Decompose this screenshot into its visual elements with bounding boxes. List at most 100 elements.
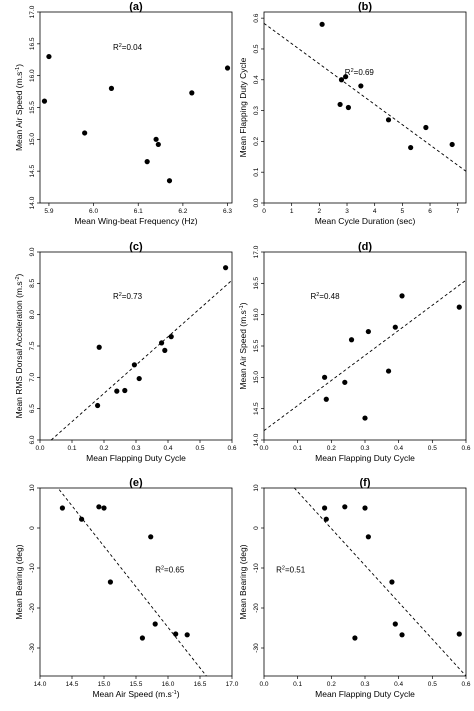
y-axis-title: Mean Air Speed (m.s-1) <box>14 64 24 151</box>
y-tick-label: -30 <box>29 643 36 653</box>
y-tick-label: 14.5 <box>253 402 260 415</box>
y-axis-title-text: Mean Air Speed (m.s <box>238 310 248 389</box>
y-tick-label: 16.5 <box>29 37 36 50</box>
regression-line <box>50 279 233 441</box>
x-tick-label: 0.6 <box>461 445 470 452</box>
x-tick-label: 0.3 <box>131 445 140 452</box>
data-point <box>152 621 158 627</box>
x-tick-label: 0.0 <box>259 445 268 452</box>
panel-label: (d) <box>358 241 372 253</box>
data-point <box>352 635 358 641</box>
x-tick-label: 2 <box>318 208 322 215</box>
panel-d: 0.0 0.1 0.2 0.3 0.4 0.5 0.6 14.0 14.5 15.0 15.5 16.… <box>238 241 471 463</box>
data-point <box>362 415 368 421</box>
x-axis-title: Mean Flapping Duty Cycle <box>86 453 186 463</box>
x-axis-title-text: Mean Flapping Duty Cycle <box>315 453 415 463</box>
x-tick-label: 0.1 <box>67 445 76 452</box>
data-point <box>408 144 414 151</box>
x-axis-title: Mean Wing-beat Frequency (Hz) <box>74 216 197 226</box>
r2-value: =0.65 <box>164 566 185 575</box>
data-point <box>168 334 174 340</box>
r2-superscript: 2 <box>316 292 319 298</box>
y-axis-title-text: Mean Bearing (deg) <box>238 544 248 619</box>
data-point <box>79 516 85 522</box>
x-axis-title-text: Mean Flapping Duty Cycle <box>315 689 415 699</box>
r2-superscript: 2 <box>282 566 285 572</box>
data-point <box>173 631 179 637</box>
panel-a: 5.9 6.0 6.1 6.2 6.3 14.0 14.5 15.0 15.5 16.0 16.5 1… <box>14 1 232 226</box>
data-point <box>423 124 429 131</box>
x-axis-title-sup: -1 <box>172 690 177 696</box>
data-point <box>362 505 368 511</box>
y-axis-title-sup: -1 <box>239 305 245 310</box>
y-tick-label: 15.5 <box>29 101 36 114</box>
r2-prefix: R <box>310 292 316 301</box>
data-point <box>365 328 371 335</box>
r-squared-annotation: R2=0.51 <box>276 566 306 575</box>
r2-prefix: R <box>155 566 161 575</box>
panel-e: 14.0 14.5 15.0 15.5 16.0 16.5 17.0 -30 -20 -10 0 10… <box>14 477 239 699</box>
plot-frame <box>39 251 233 441</box>
data-point <box>365 534 371 540</box>
data-point <box>392 324 398 330</box>
x-tick-label: 7 <box>456 208 460 215</box>
plot-frame <box>263 487 467 677</box>
x-tick-label: 0.4 <box>163 445 172 452</box>
data-point <box>456 304 462 310</box>
regression-line <box>263 23 467 172</box>
y-axis-title-sup: -2 <box>15 276 21 281</box>
data-point <box>322 374 328 380</box>
y-tick-label: 0.6 <box>253 13 260 22</box>
data-point <box>122 387 128 394</box>
x-tick-label: 0.4 <box>394 445 403 452</box>
data-point <box>343 74 349 80</box>
data-point <box>131 362 137 368</box>
r2-value: =0.69 <box>354 68 375 77</box>
r-squared-annotation: R2=0.48 <box>310 292 340 301</box>
data-point <box>399 632 405 638</box>
plot-frame <box>39 11 233 204</box>
data-point <box>323 516 329 522</box>
y-axis-title-end: ) <box>238 302 248 305</box>
data-point <box>162 347 168 353</box>
y-axis-title-sup: -1 <box>15 67 21 72</box>
x-tick-label: 0.4 <box>394 681 403 688</box>
data-point <box>148 534 154 540</box>
x-axis-title: Mean Flapping Duty Cycle <box>315 689 415 699</box>
x-axis-title-text: Mean Flapping Duty Cycle <box>86 453 186 463</box>
r2-value: =0.51 <box>285 566 306 575</box>
x-tick-label: 6 <box>428 208 432 215</box>
x-tick-label: 0.1 <box>293 445 302 452</box>
x-tick-label: 6.0 <box>89 208 98 215</box>
r2-value: =0.04 <box>122 43 143 52</box>
x-tick-label: 0.3 <box>360 681 369 688</box>
y-tick-label: 14.0 <box>253 433 260 446</box>
x-axis-title-end: ) <box>177 689 180 699</box>
data-point <box>358 83 364 89</box>
y-tick-label: 0.0 <box>253 198 260 207</box>
x-axis-title-text: Mean Wing-beat Frequency (Hz) <box>74 216 197 226</box>
y-tick-label: 0.2 <box>253 136 260 145</box>
x-tick-label: 0.3 <box>360 445 369 452</box>
x-tick-label: 0.0 <box>259 681 268 688</box>
data-point <box>159 340 165 346</box>
y-tick-label: 14.0 <box>29 196 36 209</box>
data-point <box>144 159 150 165</box>
x-tick-label: 0.0 <box>35 445 44 452</box>
data-point <box>224 65 231 71</box>
data-point <box>82 130 88 136</box>
data-point <box>337 101 343 108</box>
x-axis-title-text: Mean Cycle Duration (sec) <box>315 216 416 226</box>
y-axis-title-end: ) <box>14 273 24 276</box>
data-point <box>114 388 120 394</box>
x-tick-label: 3 <box>345 208 349 215</box>
data-point <box>319 21 325 27</box>
data-point <box>345 104 351 111</box>
r2-superscript: 2 <box>351 68 354 74</box>
data-point <box>385 117 392 123</box>
data-point <box>139 635 145 641</box>
x-tick-label: 6.3 <box>223 208 232 215</box>
r2-value: =0.48 <box>319 292 340 301</box>
x-axis-title-text: Mean Air Speed (m.s <box>92 689 171 699</box>
